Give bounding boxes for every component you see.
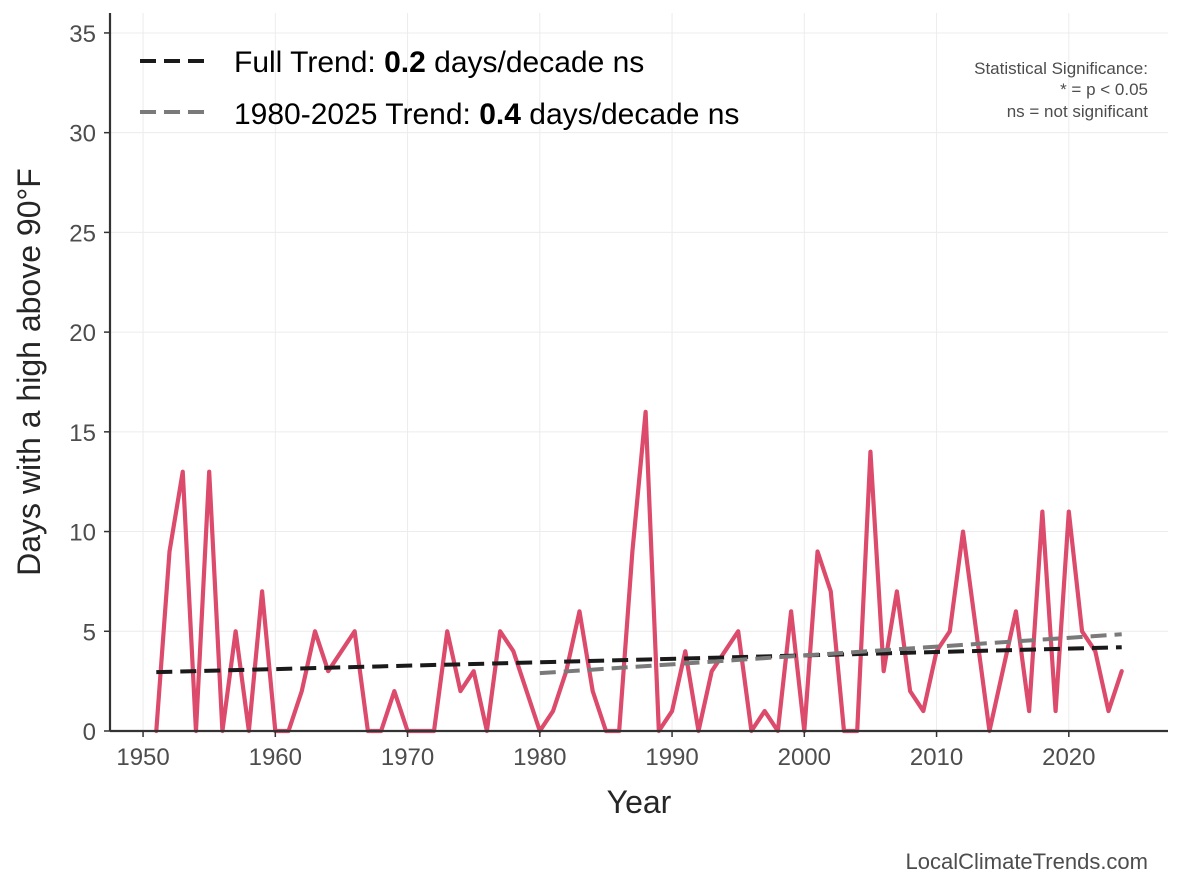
legend-recent-trend-value: 0.4 <box>479 98 521 131</box>
y-axis-title: Days with a high above 90°F <box>11 168 47 576</box>
significance-title: Statistical Significance: <box>974 59 1148 78</box>
y-tick-label: 0 <box>83 719 96 746</box>
legend-recent-trend-label: 1980-2025 Trend: <box>234 98 471 131</box>
legend-full-trend-unit: days/decade ns <box>434 46 644 79</box>
observed-series-line <box>154 409 1124 734</box>
y-tick-label: 35 <box>69 21 96 48</box>
x-tick-label: 1990 <box>645 744 698 771</box>
significance-line-1: * = p < 0.05 <box>1060 80 1148 99</box>
significance-annotation: Statistical Significance: * = p < 0.05 n… <box>974 59 1148 121</box>
legend-entry-full-trend: Full Trend: 0.2 days/decade ns <box>234 46 644 79</box>
legend-full-trend-value: 0.2 <box>384 46 426 79</box>
x-tick-label: 1960 <box>249 744 302 771</box>
y-tick-label: 30 <box>69 121 96 148</box>
recent-trend-line <box>539 632 1122 676</box>
x-tick-label: 1950 <box>116 744 169 771</box>
full-trend-line <box>156 645 1122 675</box>
x-tick-label: 2020 <box>1042 744 1095 771</box>
credit-text: LocalClimateTrends.com <box>906 849 1149 874</box>
x-axis-title: Year <box>607 784 672 820</box>
y-tick-label: 15 <box>69 420 96 447</box>
series <box>154 409 1124 734</box>
x-tick-label: 1970 <box>381 744 434 771</box>
legend-full-trend-label: Full Trend: <box>234 46 376 79</box>
legend-entry-recent-trend: 1980-2025 Trend: 0.4 days/decade ns <box>234 98 739 131</box>
trend-lines <box>156 632 1122 676</box>
x-tick-label: 2010 <box>910 744 963 771</box>
legend-recent-trend-unit: days/decade ns <box>529 98 739 131</box>
y-tick-label: 5 <box>83 619 96 646</box>
x-tick-label: 1980 <box>513 744 566 771</box>
grid <box>110 13 1168 732</box>
legend: Full Trend: 0.2 days/decade ns 1980-2025… <box>140 46 739 131</box>
y-tick-label: 20 <box>69 320 96 347</box>
ticks: 1950 1960 1970 1980 1990 2000 2010 2020 0 5 10 15 20… <box>69 21 1095 771</box>
significance-line-2: ns = not significant <box>1007 102 1149 121</box>
y-tick-label: 10 <box>69 520 96 547</box>
y-tick-label: 25 <box>69 220 96 247</box>
x-tick-label: 2000 <box>778 744 831 771</box>
